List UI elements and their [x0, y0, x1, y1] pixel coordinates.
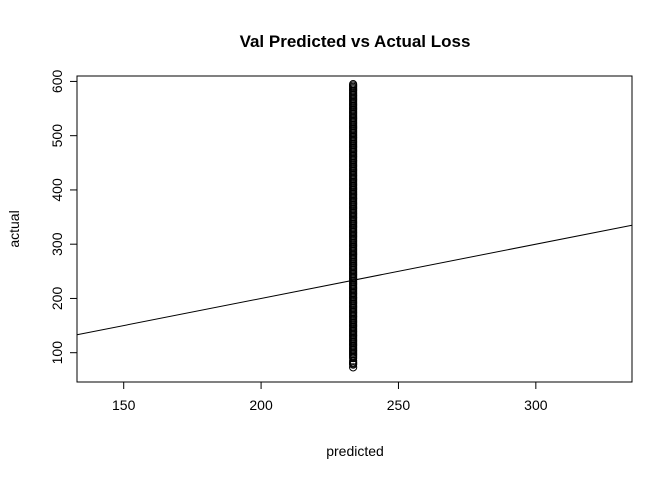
x-tick-label: 300 [524, 397, 548, 413]
x-tick-label: 200 [249, 397, 273, 413]
y-tick-label: 200 [49, 287, 65, 311]
y-axis: 100 200 300 400 500 600 [49, 70, 78, 365]
chart-title: Val Predicted vs Actual Loss [240, 32, 471, 51]
data-point [349, 80, 358, 89]
x-axis: 150 200 250 300 [112, 381, 548, 413]
y-axis-label: actual [6, 210, 22, 247]
data-point [349, 360, 358, 369]
x-tick-label: 250 [387, 397, 411, 413]
x-axis-label: predicted [326, 443, 384, 459]
y-tick-label: 300 [49, 232, 65, 256]
data-point [349, 363, 358, 372]
y-tick-label: 600 [49, 70, 65, 94]
y-tick-label: 100 [49, 341, 65, 365]
x-tick-label: 150 [112, 397, 136, 413]
data-points [349, 80, 358, 372]
identity-line [76, 224, 633, 336]
y-tick-label: 500 [49, 124, 65, 148]
y-tick-label: 400 [49, 178, 65, 202]
